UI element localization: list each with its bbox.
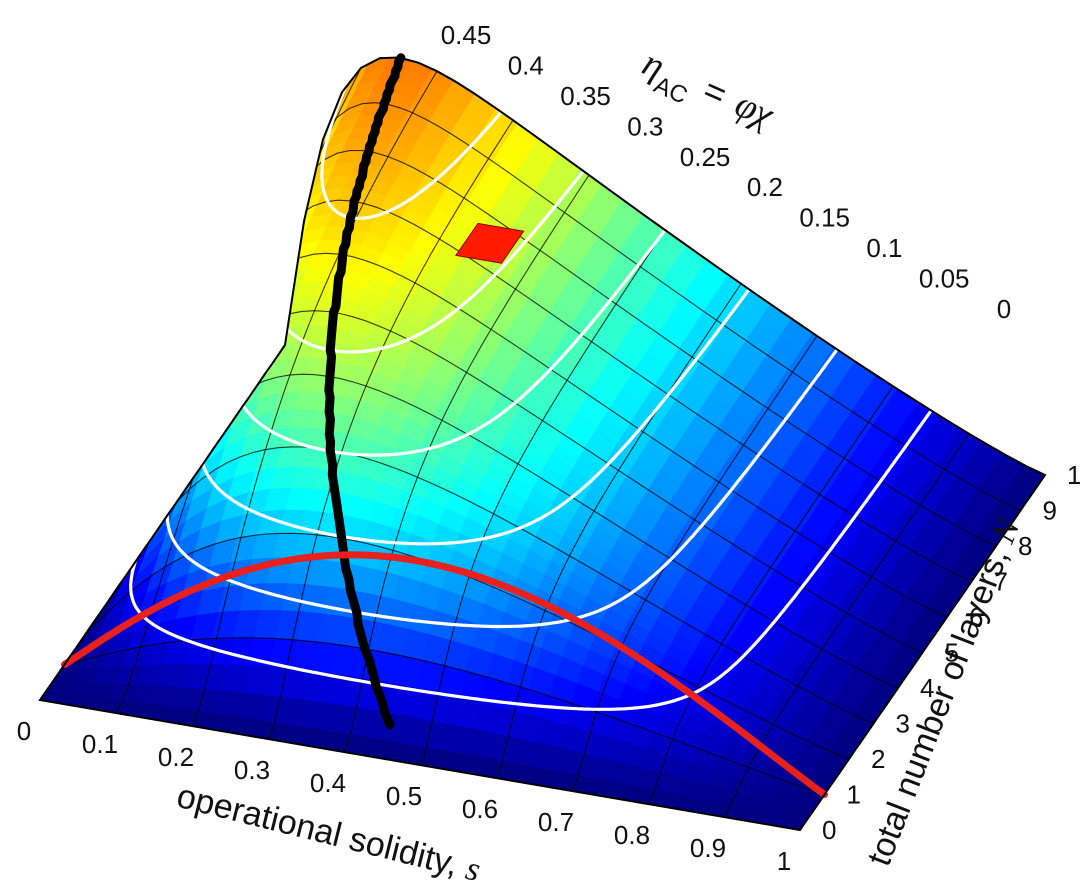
x-tick-label: 0.6 [462, 794, 498, 824]
z-tick-label: 0 [997, 294, 1011, 324]
surface-mesh [40, 57, 1045, 830]
y-tick-label: 1 [847, 780, 861, 810]
z-tick-label: 0.2 [747, 172, 783, 202]
x-tick-label: 0.2 [158, 742, 194, 772]
x-tick-label: 0.4 [310, 768, 346, 798]
x-tick-label: 0.7 [538, 807, 574, 837]
surface-cell [179, 414, 208, 465]
z-tick-label: 0.1 [866, 233, 902, 263]
z-axis-equals: = [697, 69, 733, 115]
y-tick-label: 0 [822, 815, 836, 845]
z-axis-rhs: φχ [729, 83, 781, 137]
x-tick-label: 0.5 [386, 781, 422, 811]
y-tick-label: 2 [871, 744, 885, 774]
x-tick-label: 0.8 [614, 820, 650, 850]
x-tick-label: 0.1 [82, 729, 118, 759]
x-tick-label: 0 [17, 716, 31, 746]
x-tick-label: 0.9 [690, 833, 726, 863]
x-tick-label: 1 [777, 846, 791, 876]
z-tick-label: 0.3 [627, 111, 663, 141]
z-tick-label: 0.15 [799, 203, 850, 233]
z-tick-label: 0.4 [508, 50, 544, 80]
x-tick-label: 0.3 [234, 755, 270, 785]
z-tick-label: 0.35 [560, 81, 611, 111]
z-tick-label: 0.45 [441, 20, 492, 50]
y-tick-label: 9 [1043, 496, 1057, 526]
z-tick-label: 0.25 [680, 142, 731, 172]
y-tick-label: 10 [1067, 460, 1080, 490]
z-tick-label: 0.05 [919, 264, 970, 294]
